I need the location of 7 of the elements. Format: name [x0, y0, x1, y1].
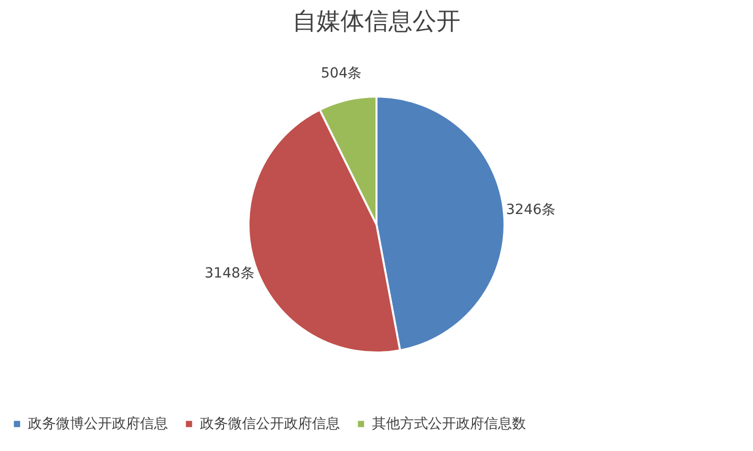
legend-label: 政务微信公开政府信息	[200, 416, 340, 432]
chart-title: 自媒体信息公开	[292, 7, 460, 35]
data-label: 3246条	[506, 202, 556, 218]
legend-label: 其他方式公开政府信息数	[372, 416, 526, 432]
data-label: 3148条	[204, 266, 254, 282]
legend-label: 政务微博公开政府信息	[28, 416, 168, 432]
data-label: 504条	[320, 66, 362, 82]
